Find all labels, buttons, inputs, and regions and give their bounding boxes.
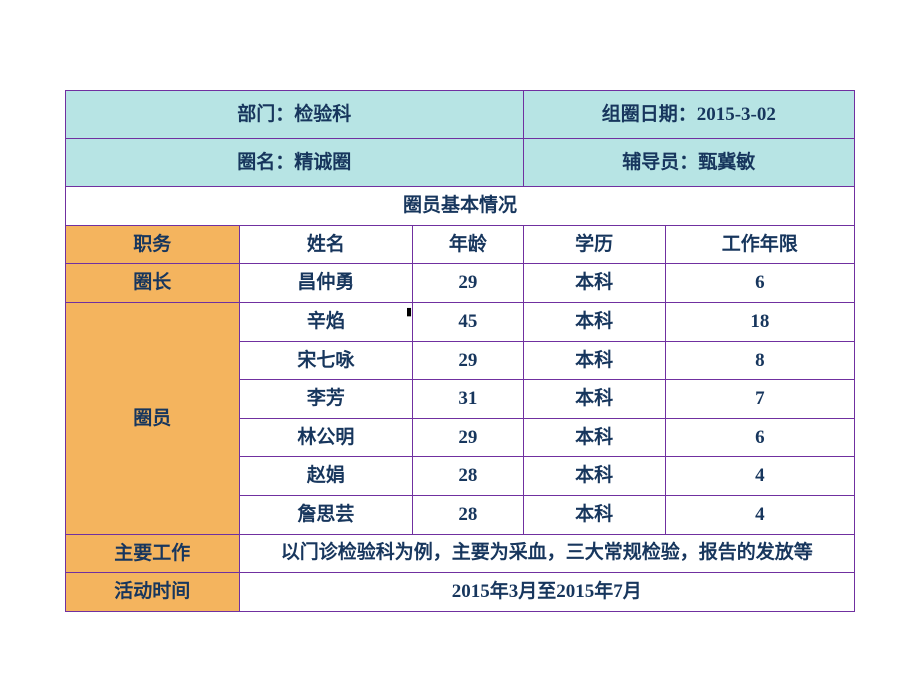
date-label: 组圈日期：: [602, 104, 697, 125]
col-years: 工作年限: [665, 225, 854, 264]
member-age: 29: [413, 341, 523, 380]
member-years: 6: [665, 418, 854, 457]
member-education: 本科: [523, 341, 665, 380]
dept-label: 部门：: [237, 104, 294, 125]
info-table: 部门：检验科 组圈日期：2015-3-02 圈名：精诚圈 辅导员：甄冀敏 圈员基…: [65, 90, 855, 612]
period-label: 活动时间: [66, 573, 240, 612]
leader-name: 昌仲勇: [239, 264, 413, 303]
dept-cell: 部门：检验科: [66, 91, 524, 139]
member-age: 29: [413, 418, 523, 457]
section-title: 圈员基本情况: [66, 187, 855, 226]
col-name: 姓名: [239, 225, 413, 264]
member-name: 赵娟: [239, 457, 413, 496]
coach-label: 辅导员：: [622, 152, 698, 173]
member-education: 本科: [523, 418, 665, 457]
coach-value: 甄冀敏: [698, 152, 755, 173]
member-education: 本科: [523, 457, 665, 496]
coach-cell: 辅导员：甄冀敏: [523, 139, 854, 187]
member-education: 本科: [523, 496, 665, 535]
leader-role: 圈长: [66, 264, 240, 303]
member-years: 18: [665, 302, 854, 341]
member-age: 31: [413, 380, 523, 419]
circle-label: 圈名：: [237, 152, 294, 173]
col-education: 学历: [523, 225, 665, 264]
member-years: 4: [665, 457, 854, 496]
work-label: 主要工作: [66, 534, 240, 573]
member-name: 辛焰: [239, 302, 413, 341]
member-age: 28: [413, 496, 523, 535]
member-name: 宋七咏: [239, 341, 413, 380]
member-years: 4: [665, 496, 854, 535]
dept-value: 检验科: [294, 104, 351, 125]
col-role: 职务: [66, 225, 240, 264]
member-years: 7: [665, 380, 854, 419]
date-value: 2015-3-02: [697, 104, 776, 125]
circle-cell: 圈名：精诚圈: [66, 139, 524, 187]
work-value: 以门诊检验科为例，主要为采血，三大常规检验，报告的发放等: [239, 534, 854, 573]
member-age: 45: [413, 302, 523, 341]
leader-education: 本科: [523, 264, 665, 303]
member-name: 李芳: [239, 380, 413, 419]
circle-value: 精诚圈: [294, 152, 351, 173]
period-value: 2015年3月至2015年7月: [239, 573, 854, 612]
date-cell: 组圈日期：2015-3-02: [523, 91, 854, 139]
member-name: 詹思芸: [239, 496, 413, 535]
member-name: 林公明: [239, 418, 413, 457]
member-role: 圈员: [66, 302, 240, 534]
member-years: 8: [665, 341, 854, 380]
leader-age: 29: [413, 264, 523, 303]
leader-years: 6: [665, 264, 854, 303]
member-age: 28: [413, 457, 523, 496]
member-education: 本科: [523, 380, 665, 419]
member-education: 本科: [523, 302, 665, 341]
col-age: 年龄: [413, 225, 523, 264]
